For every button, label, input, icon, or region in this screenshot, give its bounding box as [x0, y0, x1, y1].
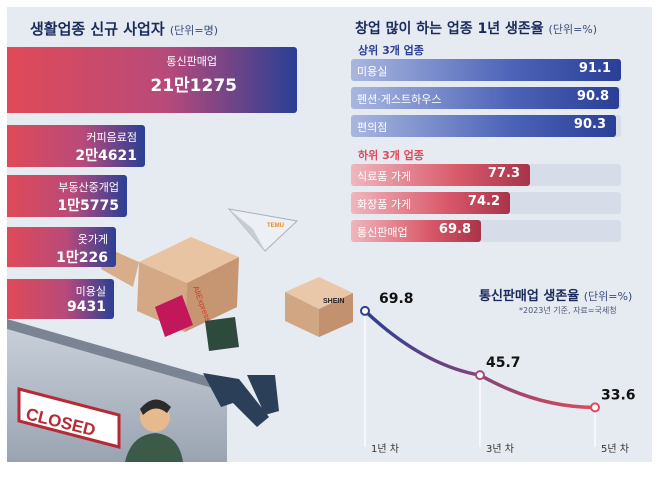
survival-bar: 미용실 91.1 — [351, 59, 621, 81]
new-business-category: 미용실 — [75, 285, 106, 298]
line-title-text: 통신판매업 생존율 — [479, 289, 580, 304]
survival-bar-track: 식료품 가게 77.3 — [351, 164, 621, 186]
survival-point — [360, 305, 370, 316]
survival-point-label: 69.8 — [379, 291, 414, 307]
shopkeeper-figure — [125, 399, 183, 462]
pants — [203, 373, 279, 427]
survival-value: 74.2 — [467, 194, 500, 209]
temu-logo-text: TEMU — [267, 223, 284, 229]
right-title: 창업 많이 하는 업종 1년 생존율 (단위=%) — [355, 18, 597, 38]
new-business-bar: 커피음료점 2만4621 — [7, 125, 145, 167]
new-business-bar: 미용실 9431 — [7, 279, 114, 319]
new-business-value: 21만1275 — [150, 76, 237, 96]
new-business-category: 통신판매업 — [166, 55, 217, 68]
survival-bar-track: 화장품 가게 74.2 — [351, 192, 621, 214]
top3-title: 상위 3개 업종 — [358, 44, 424, 57]
survival-bar: 통신판매업 69.8 — [351, 220, 481, 242]
new-business-bar: 부동산중개업 1만5775 — [7, 175, 127, 217]
line-x-label: 3년 차 — [486, 443, 514, 455]
line-unit: (단위=%) — [583, 290, 633, 303]
line-x-label: 1년 차 — [371, 443, 399, 455]
new-business-value: 9431 — [67, 299, 106, 315]
bottom3-title: 하위 3개 업종 — [358, 149, 424, 162]
survival-value: 77.3 — [487, 166, 520, 181]
survival-category: 화장품 가게 — [357, 198, 412, 211]
paper-plane-temu: TEMU — [227, 208, 299, 252]
line-chart: 69.8 1년 차 45.7 3년 차 33.6 5년 차 — [360, 291, 636, 455]
survival-bar-track: 통신판매업 69.8 — [351, 220, 621, 242]
survival-bar: 편의점 90.3 — [351, 115, 616, 137]
new-business-category: 부동산중개업 — [58, 181, 119, 194]
store-roof — [7, 319, 237, 395]
survival-category: 미용실 — [357, 65, 388, 78]
survival-point-label: 45.7 — [486, 355, 521, 371]
parcel-box-shein: SHEIN — [285, 277, 353, 337]
survival-category: 식료품 가게 — [357, 170, 412, 183]
survival-point — [590, 402, 600, 413]
line-x-label: 5년 차 — [601, 443, 629, 455]
survival-bar-track: 미용실 91.1 — [351, 59, 621, 81]
survival-value: 90.8 — [576, 89, 609, 104]
left-title-text: 생활업종 신규 사업자 — [30, 20, 165, 38]
right-unit: (단위=%) — [548, 23, 598, 36]
handbag — [205, 317, 239, 351]
new-business-bar: 통신판매업 21만1275 — [7, 47, 297, 113]
new-business-bar: 옷가게 1만226 — [7, 227, 116, 267]
survival-category: 통신판매업 — [357, 226, 408, 239]
shein-logo-text: SHEIN — [323, 298, 344, 305]
left-unit: (단위=명) — [169, 24, 219, 37]
new-business-category: 옷가게 — [77, 233, 108, 246]
survival-value: 69.8 — [438, 222, 471, 237]
line-note: *2023년 기준, 자료=국세청 — [519, 306, 617, 315]
survival-value: 91.1 — [578, 61, 611, 76]
survival-category: 편의점 — [357, 121, 388, 134]
left-title: 생활업종 신규 사업자 (단위=명) — [30, 18, 218, 39]
right-title-text: 창업 많이 하는 업종 1년 생존율 — [355, 21, 544, 37]
survival-value: 90.3 — [573, 117, 606, 132]
illustration: CLOSED AliExpress SHEI — [7, 208, 353, 462]
parcel-box-aliexpress: AliExpress — [101, 237, 239, 337]
survival-point-label: 33.6 — [601, 387, 636, 403]
line-title: 통신판매업 생존율 (단위=%) — [479, 285, 632, 304]
new-business-value: 1만226 — [56, 250, 108, 266]
survival-bar: 식료품 가게 77.3 — [351, 164, 530, 186]
survival-bar-track: 편의점 90.3 — [351, 115, 621, 137]
survival-point — [475, 370, 485, 381]
survival-bar: 화장품 가게 74.2 — [351, 192, 510, 214]
survival-bar: 펜션·게스트하우스 90.8 — [351, 87, 619, 109]
new-business-value: 2만4621 — [75, 148, 137, 164]
survival-category: 펜션·게스트하우스 — [357, 93, 442, 106]
new-business-category: 커피음료점 — [86, 131, 137, 144]
survival-bar-track: 펜션·게스트하우스 90.8 — [351, 87, 621, 109]
new-business-value: 1만5775 — [57, 198, 119, 214]
infographic-panel: CLOSED AliExpress SHEI — [7, 7, 652, 462]
